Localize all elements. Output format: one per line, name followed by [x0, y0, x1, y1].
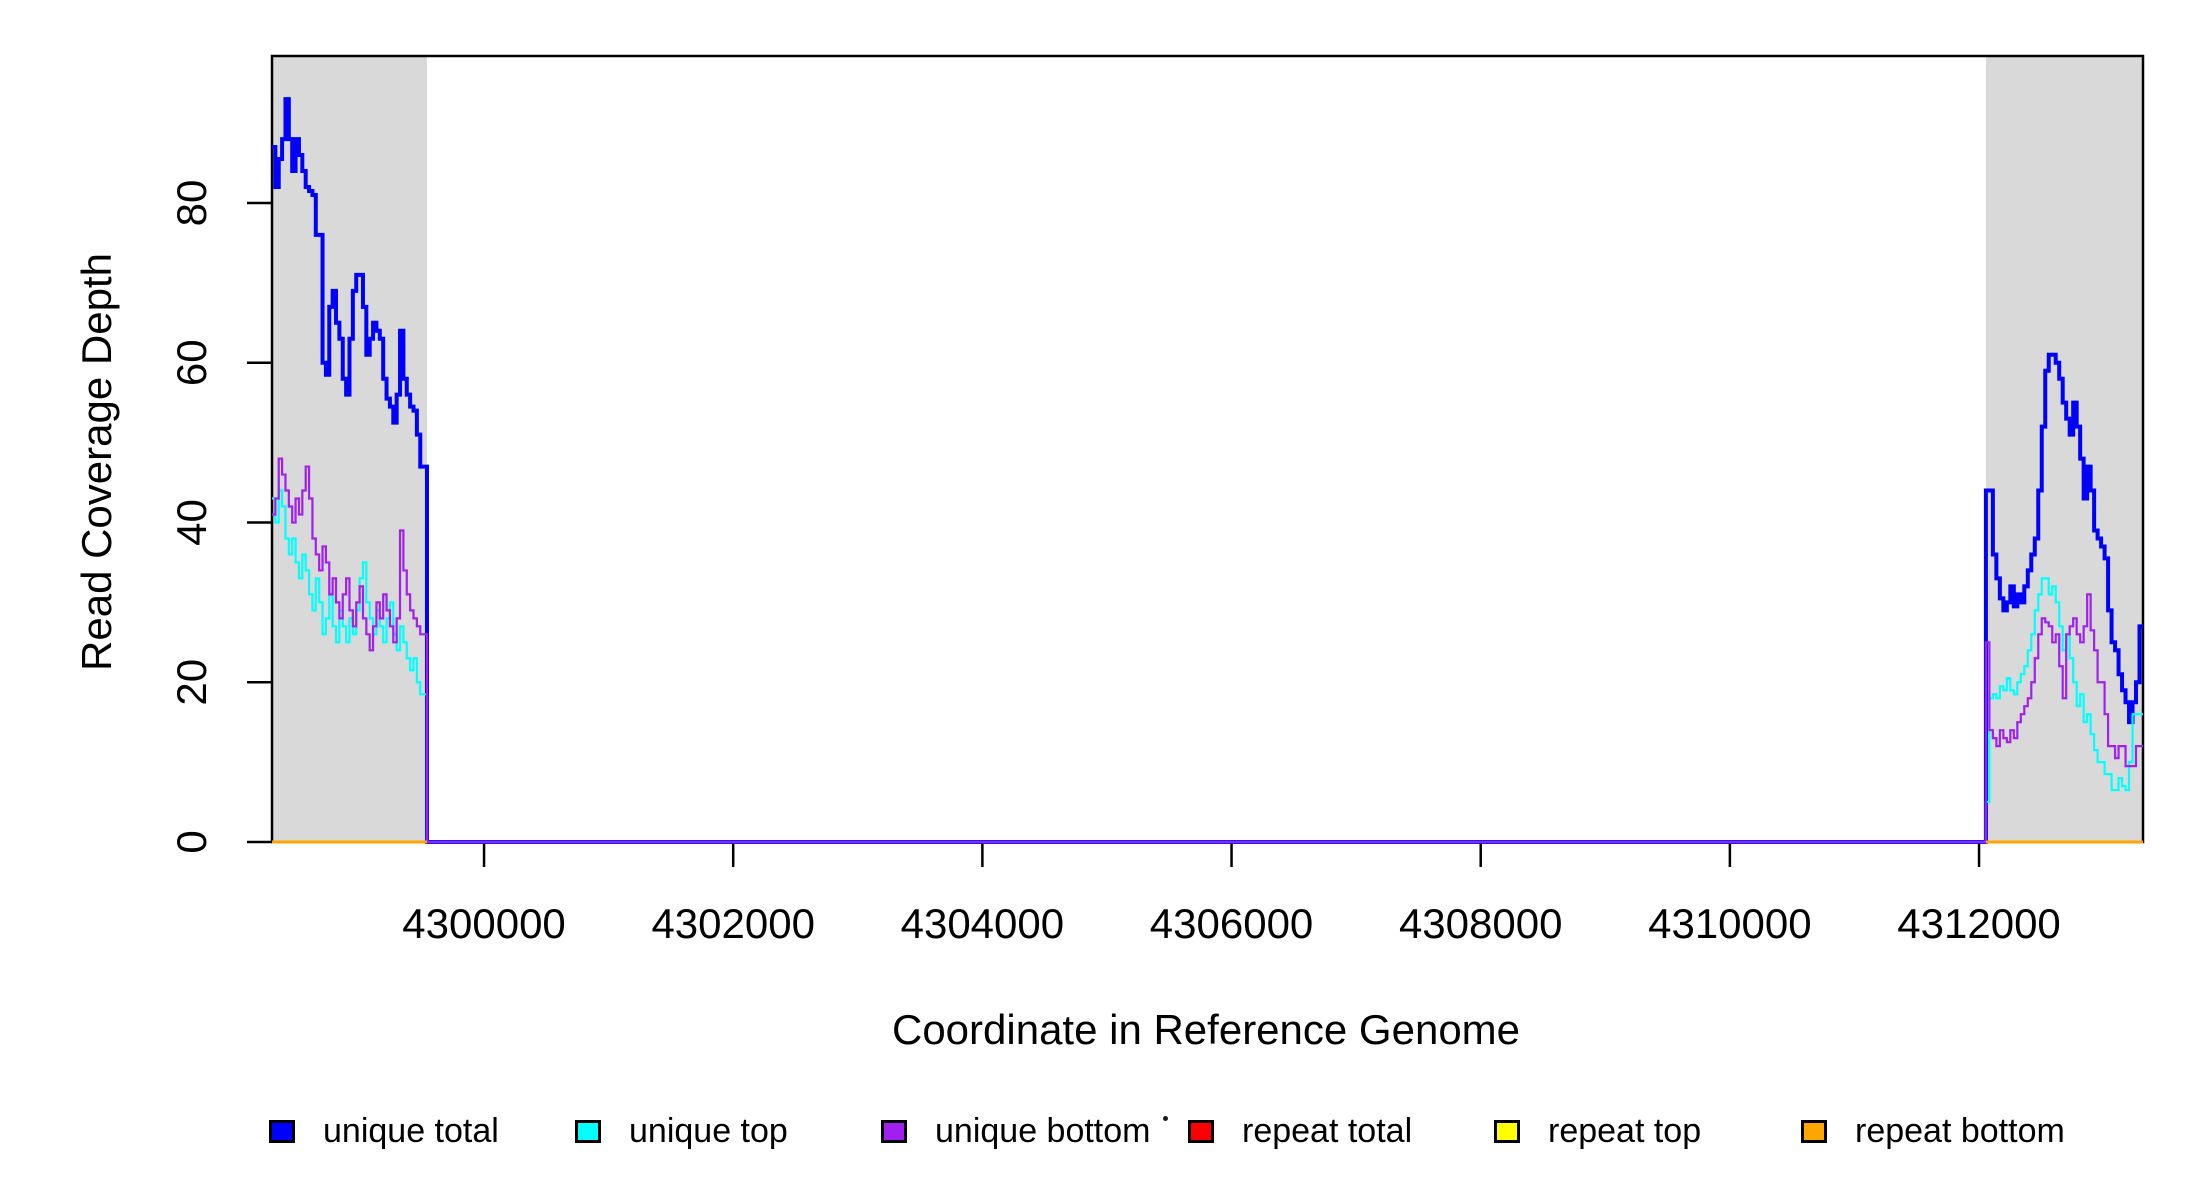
- stray-dot-artifact: [1163, 1116, 1168, 1121]
- y-tick-label: 60: [168, 339, 215, 386]
- repeat-total-swatch-icon: [1188, 1119, 1214, 1143]
- right-shaded-region: [1985, 56, 2143, 842]
- legend-entry-unique-bottom: unique bottom: [881, 1112, 1151, 1150]
- x-tick-label: 4308000: [1399, 900, 1563, 947]
- legend-entry-unique-top: unique top: [575, 1112, 788, 1150]
- unique-bottom-swatch-icon: [881, 1119, 907, 1143]
- legend-entry-repeat-top: repeat top: [1494, 1112, 1701, 1150]
- left-shaded-region: [272, 56, 427, 842]
- series-unique-bottom: [272, 457, 2143, 844]
- unique-total-swatch-icon: [269, 1119, 295, 1143]
- y-tick-label: 80: [168, 180, 215, 227]
- legend-label: unique total: [323, 1111, 499, 1150]
- legend-label: unique top: [629, 1111, 788, 1150]
- plot-frame: [270, 54, 2145, 844]
- y-tick-label: 0: [168, 830, 215, 853]
- y-tick-label: 40: [168, 499, 215, 546]
- legend-label: unique bottom: [935, 1111, 1151, 1150]
- legend-entry-repeat-bottom: repeat bottom: [1801, 1112, 2065, 1150]
- series-unique-top: [272, 489, 2143, 844]
- x-axis-title: Coordinate in Reference Genome: [891, 1006, 1521, 1053]
- legend-label: repeat bottom: [1855, 1111, 2065, 1150]
- x-tick-label: 4306000: [1150, 900, 1314, 947]
- x-tick-label: 4302000: [651, 900, 815, 947]
- x-tick-label: 4310000: [1648, 900, 1812, 947]
- legend-entry-repeat-total: repeat total: [1188, 1112, 1412, 1150]
- y-axis-title: Read Coverage Depth: [73, 253, 120, 671]
- repeat-top-swatch-icon: [1494, 1119, 1520, 1143]
- unique-top-swatch-icon: [575, 1119, 601, 1143]
- legend-entry-unique-total: unique total: [269, 1112, 499, 1150]
- y-tick-label: 20: [168, 659, 215, 706]
- series-unique-total: [272, 97, 2143, 844]
- x-tick-label: 4312000: [1897, 900, 2061, 947]
- x-tick-label: 4300000: [402, 900, 566, 947]
- legend-label: repeat top: [1548, 1111, 1702, 1150]
- legend-label: repeat total: [1242, 1111, 1413, 1150]
- repeat-bottom-swatch-icon: [1801, 1119, 1827, 1143]
- x-tick-label: 4304000: [901, 900, 1065, 947]
